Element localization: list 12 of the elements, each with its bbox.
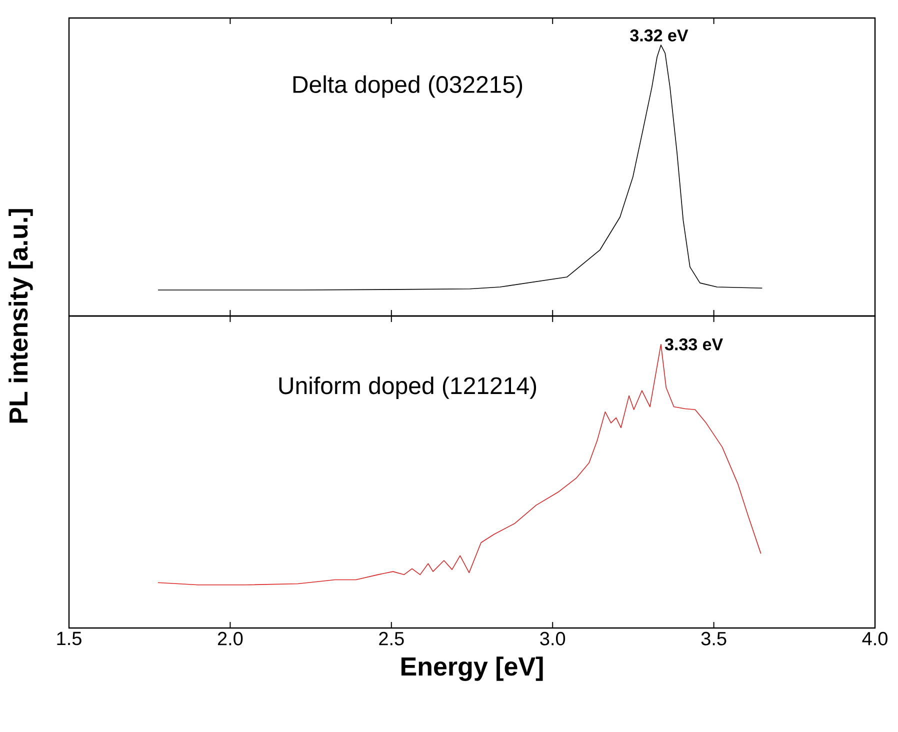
x-tick-label: 3.0 (540, 632, 566, 646)
x-tick-label: 1.5 (57, 632, 82, 646)
x-tick-label: 3.5 (701, 632, 726, 646)
y-axis-title: PL intensity [a.u.] (8, 209, 33, 423)
annotation: Uniform doped (121214) (279, 376, 536, 399)
annotation: Delta doped (032215) (293, 75, 522, 98)
x-tick-label: 2.0 (218, 632, 243, 646)
x-axis-title: Energy [eV] (401, 656, 543, 681)
annotation: 3.32 eV (630, 29, 688, 42)
x-tick-label: 2.5 (379, 632, 404, 646)
annotation: 3.33 eV (664, 338, 723, 350)
x-tick-label: 4.0 (862, 632, 888, 646)
